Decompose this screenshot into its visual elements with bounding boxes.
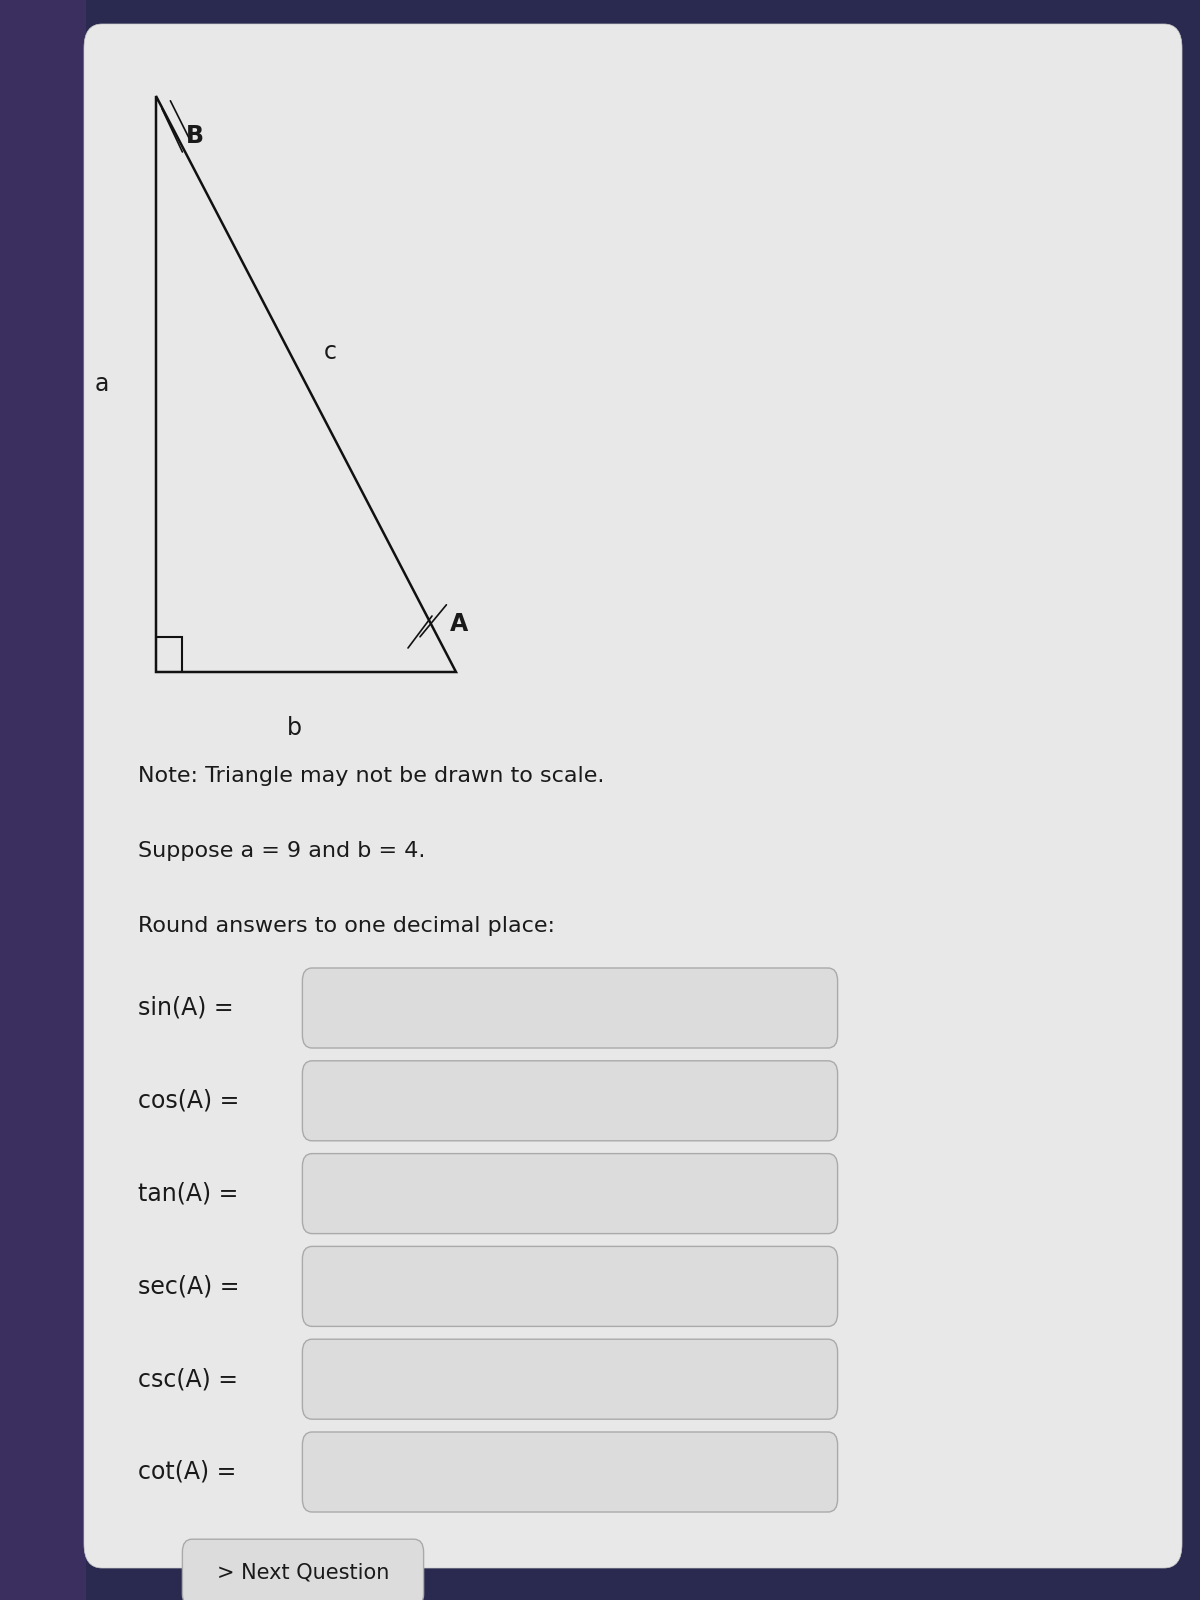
- Text: sec(A) =: sec(A) =: [138, 1274, 240, 1299]
- FancyBboxPatch shape: [302, 1154, 838, 1234]
- Text: Suppose a = 9 and b = 4.: Suppose a = 9 and b = 4.: [138, 842, 425, 861]
- Text: c: c: [324, 341, 336, 365]
- Text: cos(A) =: cos(A) =: [138, 1088, 239, 1114]
- Text: b: b: [287, 715, 301, 739]
- Text: cot(A) =: cot(A) =: [138, 1461, 236, 1485]
- Text: Note: Triangle may not be drawn to scale.: Note: Triangle may not be drawn to scale…: [138, 766, 605, 786]
- Text: > Next Question: > Next Question: [217, 1563, 389, 1582]
- Text: B: B: [186, 125, 204, 149]
- FancyBboxPatch shape: [0, 0, 86, 1600]
- Text: a: a: [95, 371, 109, 395]
- FancyBboxPatch shape: [302, 968, 838, 1048]
- FancyBboxPatch shape: [302, 1339, 838, 1419]
- FancyBboxPatch shape: [302, 1246, 838, 1326]
- Text: Round answers to one decimal place:: Round answers to one decimal place:: [138, 917, 554, 936]
- FancyBboxPatch shape: [302, 1061, 838, 1141]
- FancyBboxPatch shape: [302, 1432, 838, 1512]
- Text: csc(A) =: csc(A) =: [138, 1366, 238, 1390]
- Text: sin(A) =: sin(A) =: [138, 995, 234, 1021]
- FancyBboxPatch shape: [84, 24, 1182, 1568]
- FancyBboxPatch shape: [182, 1539, 424, 1600]
- Text: A: A: [450, 611, 468, 635]
- Text: tan(A) =: tan(A) =: [138, 1181, 239, 1206]
